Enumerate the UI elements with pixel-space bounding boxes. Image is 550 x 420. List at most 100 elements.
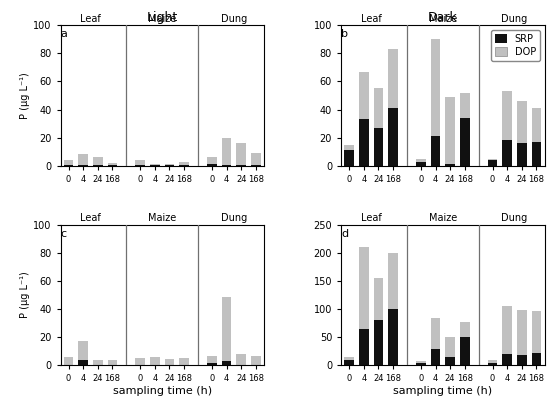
Text: a: a [60,29,67,39]
Bar [503,91,512,140]
Bar [108,165,117,166]
Bar [503,306,512,354]
X-axis label: sampling time (h): sampling time (h) [113,386,212,396]
Bar [135,358,145,365]
Bar [416,361,426,362]
Bar [165,164,174,165]
Bar [517,101,526,143]
Bar [488,159,497,160]
Bar [222,297,232,361]
Bar [251,165,261,166]
Bar [416,162,426,166]
Bar [165,165,174,166]
Bar [532,311,541,353]
Text: d: d [341,229,348,239]
Text: Leaf: Leaf [80,14,101,24]
Bar [150,164,159,165]
Bar [488,360,497,362]
Legend: SRP, DOP: SRP, DOP [491,30,540,61]
Bar [532,353,541,365]
Bar [64,160,73,165]
Bar [359,329,369,365]
Text: Leaf: Leaf [80,213,101,223]
Text: Dung: Dung [502,213,527,223]
Bar [64,165,73,166]
Bar [93,360,102,365]
Bar [373,89,383,128]
Text: c: c [60,229,67,239]
Bar [460,118,470,166]
Bar [222,165,232,166]
Bar [79,165,88,166]
Bar [236,165,246,166]
Bar [431,318,440,349]
Text: Dung: Dung [221,14,247,24]
X-axis label: sampling time (h): sampling time (h) [393,386,492,396]
Text: Leaf: Leaf [361,14,382,24]
Bar [207,356,217,363]
Bar [222,138,232,165]
Bar [207,164,217,166]
Bar [179,165,189,166]
Bar [431,39,440,136]
Bar [373,320,383,365]
Bar [388,49,398,108]
Y-axis label: P (μg L⁻¹): P (μg L⁻¹) [20,272,30,318]
Bar [373,128,383,166]
Bar [446,164,455,166]
Text: Leaf: Leaf [361,213,382,223]
Bar [359,247,369,329]
Bar [135,165,145,166]
Bar [344,145,354,150]
Bar [108,163,117,165]
Bar [517,310,526,355]
Bar [388,309,398,365]
Bar [108,360,117,365]
Bar [460,322,470,337]
Bar [150,357,159,365]
Title: Dark: Dark [428,11,458,24]
Bar [251,153,261,165]
Bar [431,136,440,166]
Bar [488,160,497,166]
Bar [251,356,261,365]
Bar [503,140,512,166]
Bar [236,143,246,165]
Bar [344,150,354,166]
Bar [93,165,102,166]
Bar [236,354,246,365]
Bar [460,337,470,365]
Bar [517,355,526,365]
Text: Dung: Dung [221,213,247,223]
Bar [135,160,145,165]
Bar [517,143,526,166]
Bar [532,142,541,166]
Bar [79,154,88,165]
Bar [179,358,189,365]
Bar [446,337,455,357]
Bar [431,349,440,365]
Bar [416,159,426,162]
Bar [416,362,426,365]
Bar [93,157,102,165]
Text: Maize: Maize [428,14,457,24]
Text: Maize: Maize [428,213,457,223]
Bar [222,361,232,365]
Bar [207,363,217,365]
Text: b: b [341,29,348,39]
Bar [344,357,354,360]
Bar [388,108,398,166]
Bar [207,158,217,164]
Bar [503,354,512,365]
Bar [179,162,189,165]
Text: Maize: Maize [148,213,177,223]
Bar [460,93,470,118]
Bar [359,71,369,119]
Bar [446,97,455,164]
Bar [446,357,455,365]
Text: Maize: Maize [148,14,177,24]
Title: Light: Light [146,11,178,24]
Bar [359,119,369,166]
Text: Dung: Dung [502,14,527,24]
Y-axis label: P (μg L⁻¹): P (μg L⁻¹) [20,72,30,119]
